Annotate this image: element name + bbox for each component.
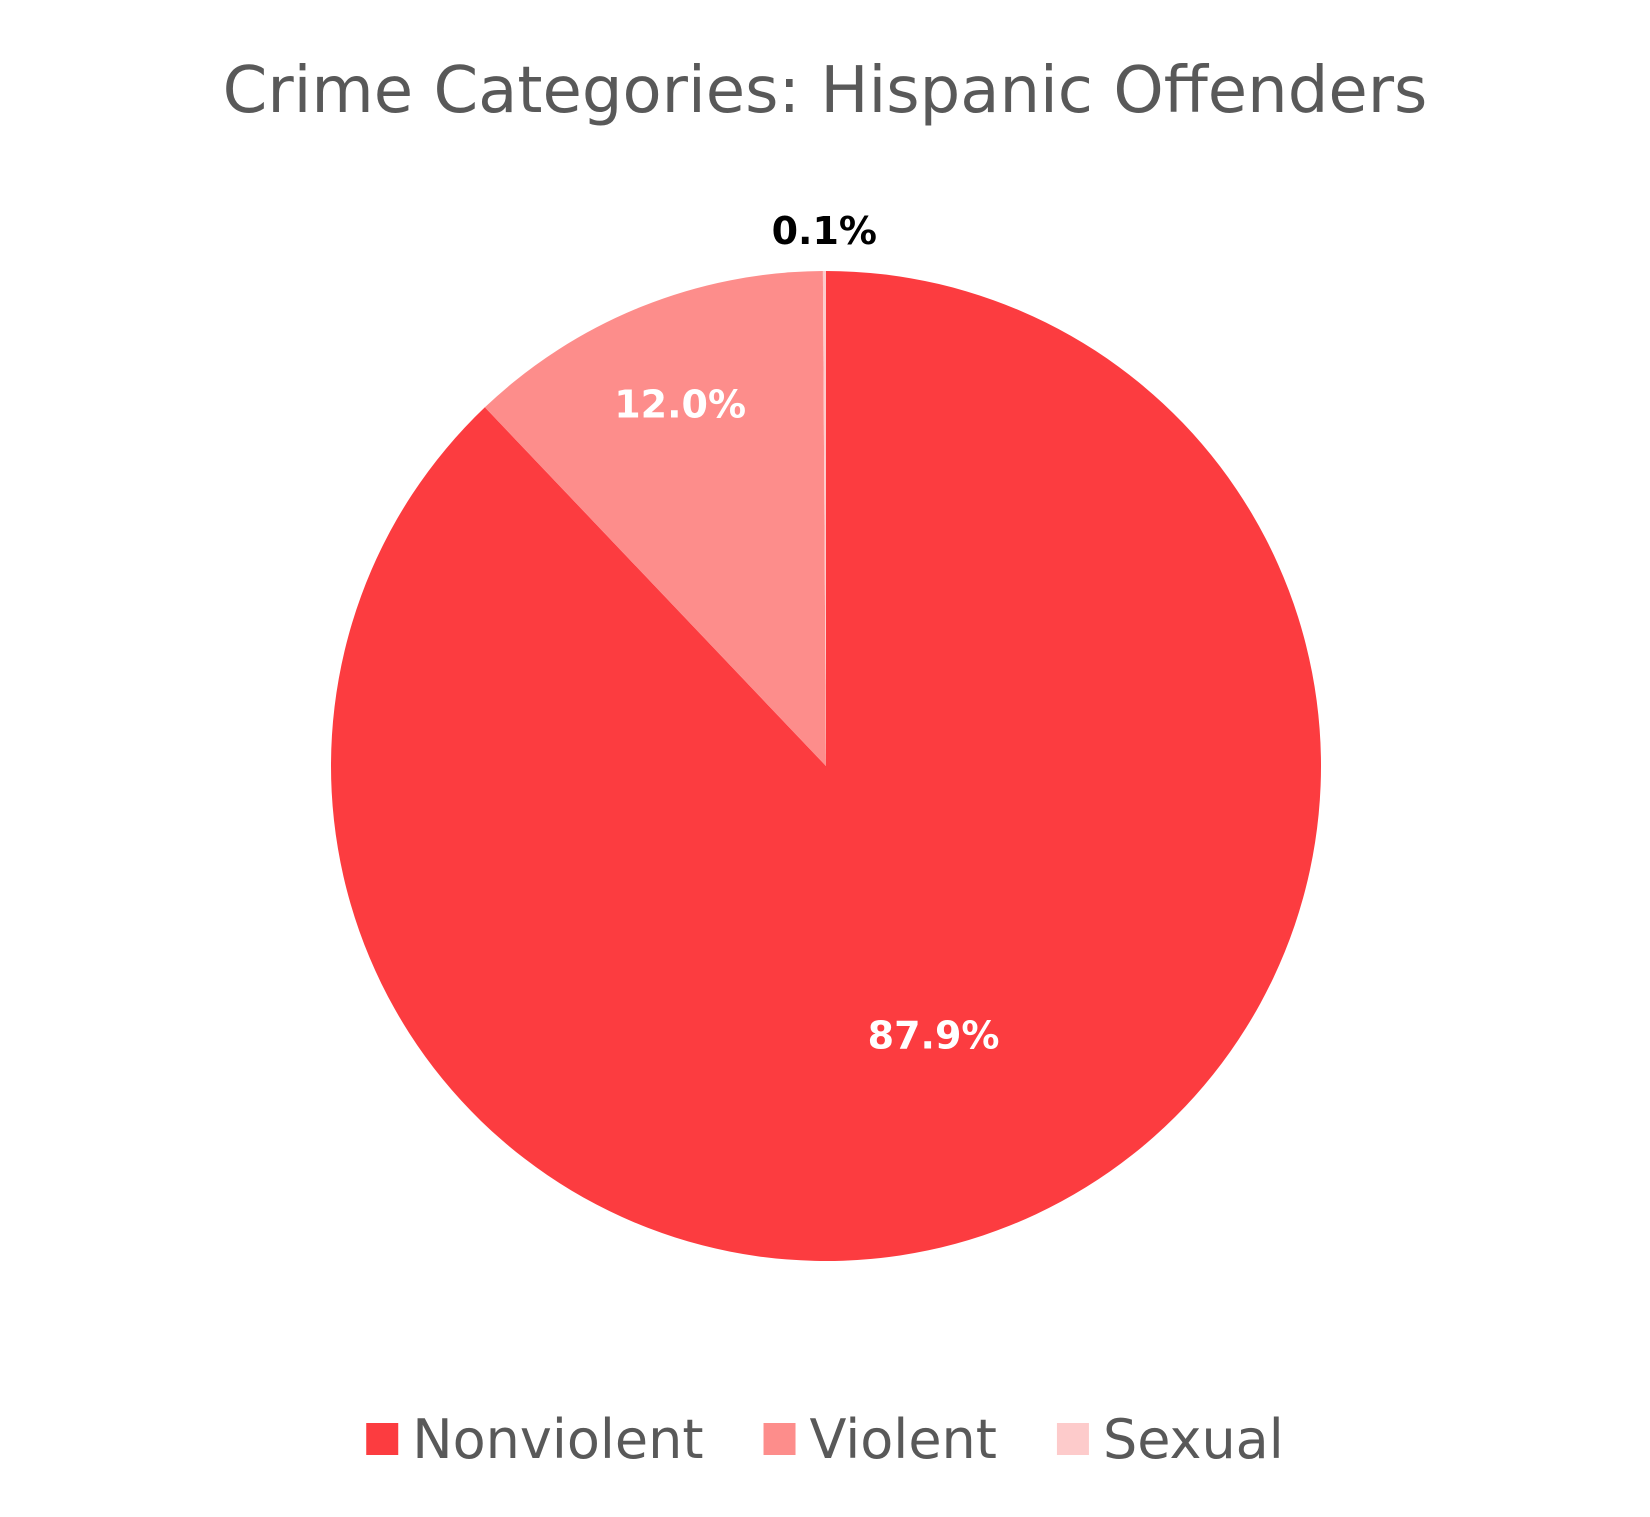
legend-swatch-nonviolent bbox=[366, 1423, 399, 1455]
legend-label-nonviolent: Nonviolent bbox=[412, 1408, 703, 1471]
pie-slice-violent bbox=[484, 271, 826, 766]
data-label-violent: 12.0% bbox=[614, 382, 746, 426]
data-label-nonviolent: 87.9% bbox=[868, 1013, 1000, 1057]
pie-slice-sexual bbox=[822, 271, 826, 766]
legend: Nonviolent Violent Sexual bbox=[366, 1408, 1284, 1471]
chart-title: Crime Categories: Hispanic Offenders bbox=[223, 54, 1428, 128]
legend-swatch-sexual bbox=[1056, 1423, 1089, 1455]
slice-labels: 87.9% 12.0% 0.1% bbox=[614, 209, 999, 1057]
legend-label-violent: Violent bbox=[810, 1408, 997, 1471]
data-label-sexual: 0.1% bbox=[772, 209, 877, 253]
legend-swatch-violent bbox=[763, 1423, 796, 1455]
legend-label-sexual: Sexual bbox=[1103, 1408, 1284, 1471]
pie-slices bbox=[331, 271, 1321, 1262]
pie-slice-nonviolent bbox=[331, 271, 1321, 1262]
